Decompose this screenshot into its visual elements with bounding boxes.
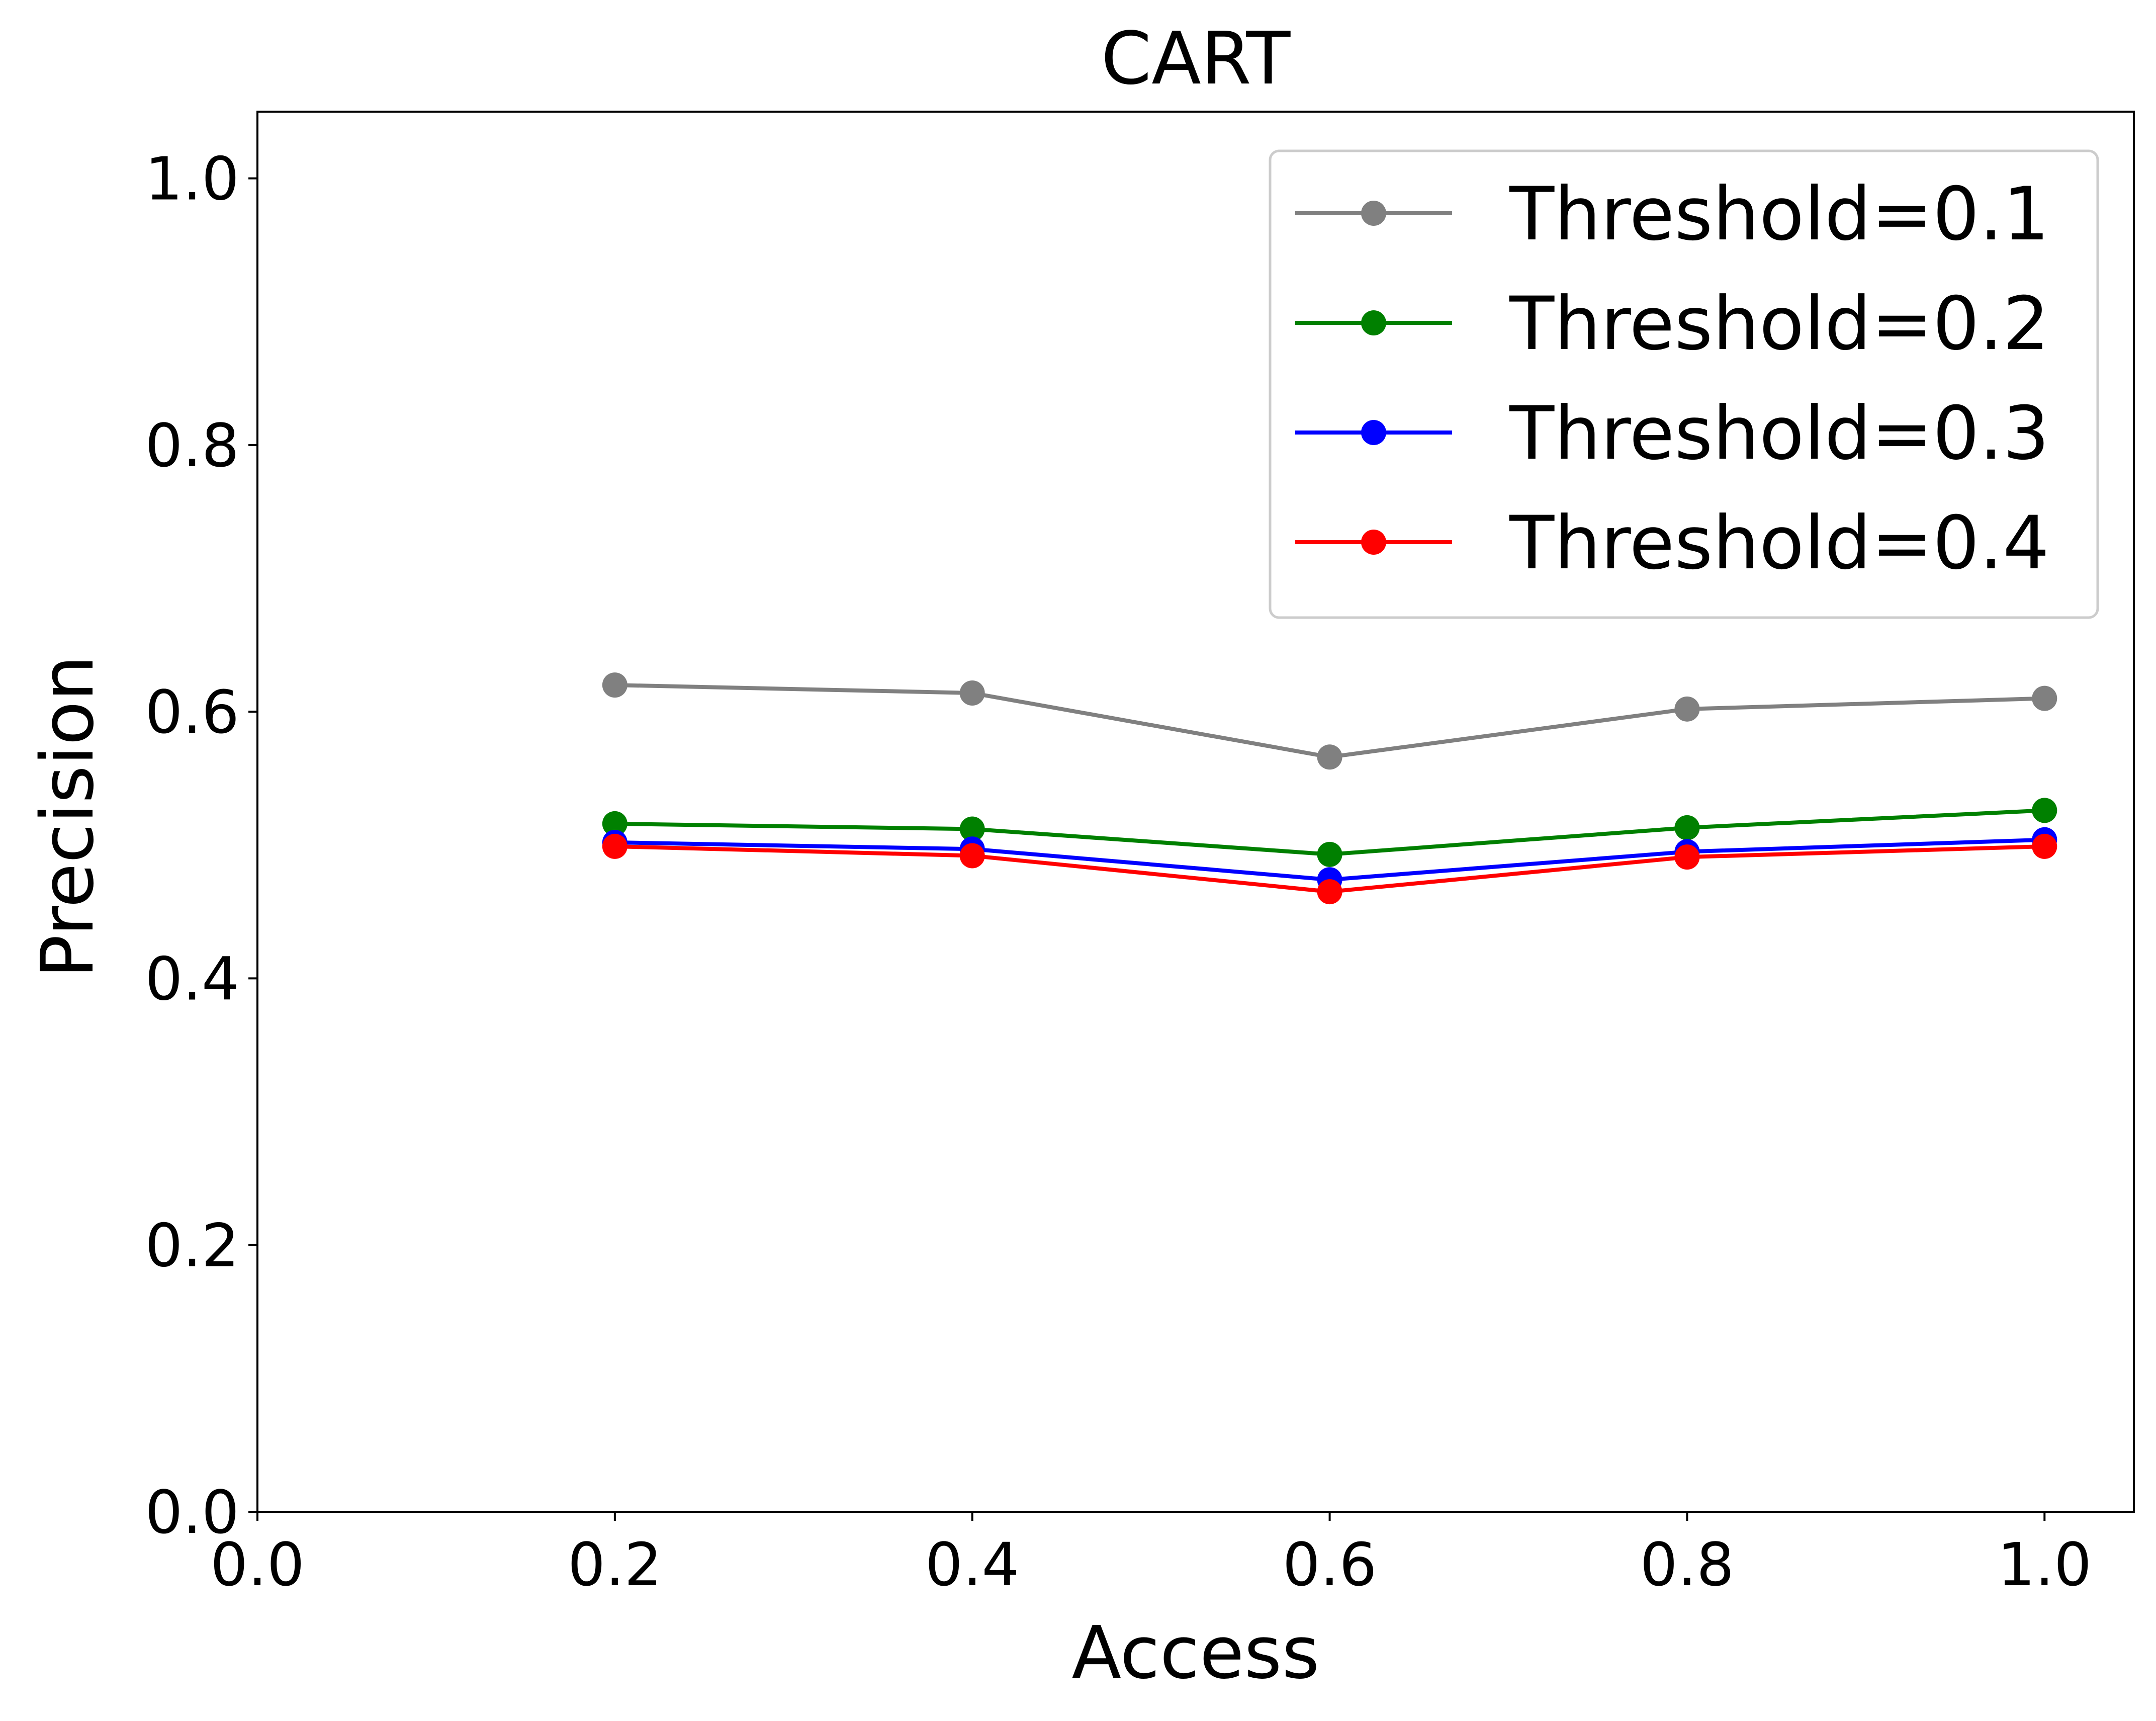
legend: Threshold=0.1 Threshold=0.2 Threshold=0.3 T… — [1269, 149, 2099, 619]
x-tick-label: 0.0 — [210, 1530, 305, 1599]
legend-label-threshold-0-1: Threshold=0.1 — [1509, 171, 2049, 257]
x-tick-label: 1.0 — [1997, 1530, 2092, 1599]
data-point-threshold-0-2 — [2032, 798, 2057, 823]
x-tick-label: 0.8 — [1640, 1530, 1735, 1599]
data-point-threshold-0-4 — [1317, 879, 1342, 905]
y-tick-label: 0.0 — [145, 1478, 239, 1547]
y-tick-label: 0.2 — [145, 1211, 239, 1280]
data-point-threshold-0-4 — [1674, 844, 1700, 870]
y-tick-label: 1.0 — [145, 144, 239, 214]
data-point-threshold-0-1 — [1674, 696, 1700, 722]
y-tick-label: 0.4 — [145, 944, 239, 1013]
x-tick-label: 0.2 — [568, 1530, 662, 1599]
data-point-threshold-0-2 — [602, 811, 627, 836]
legend-marker-threshold-0-1 — [1361, 201, 1386, 226]
legend-label-threshold-0-2: Threshold=0.2 — [1509, 281, 2049, 367]
data-point-threshold-0-4 — [2032, 833, 2057, 859]
x-tick-label: 0.4 — [925, 1530, 1020, 1599]
data-point-threshold-0-2 — [1317, 841, 1342, 867]
y-tick-label: 0.8 — [145, 411, 239, 480]
plot-area: 0.0 0.2 0.4 0.6 0.8 1.0 0.0 0.2 0.4 0.6 0.8 1.0 — [145, 111, 2135, 1599]
legend-marker-threshold-0-3 — [1361, 420, 1386, 445]
chart-title: CART — [1101, 16, 1291, 101]
data-point-threshold-0-4 — [602, 833, 627, 859]
data-point-threshold-0-2 — [1674, 815, 1700, 840]
data-point-threshold-0-1 — [959, 680, 985, 706]
legend-marker-threshold-0-2 — [1361, 310, 1386, 335]
legend-label-threshold-0-4: Threshold=0.4 — [1509, 500, 2049, 586]
plot-frame — [256, 111, 2135, 1513]
x-tick-label: 0.6 — [1283, 1530, 1377, 1599]
data-point-threshold-0-2 — [959, 816, 985, 842]
data-point-threshold-0-1 — [2032, 685, 2057, 711]
data-point-threshold-0-1 — [602, 672, 627, 698]
data-point-threshold-0-4 — [959, 843, 985, 869]
legend-label-threshold-0-3: Threshold=0.3 — [1509, 391, 2049, 476]
y-axis-label: Precision — [25, 655, 110, 979]
legend-box — [1269, 149, 2099, 619]
x-axis-label: Access — [1072, 1610, 1320, 1695]
y-tick-label: 0.6 — [145, 677, 239, 747]
data-point-threshold-0-1 — [1317, 744, 1342, 770]
legend-marker-threshold-0-4 — [1361, 530, 1386, 555]
